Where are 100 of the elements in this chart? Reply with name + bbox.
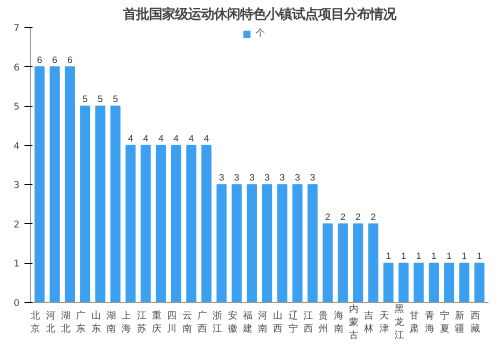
bar	[368, 223, 378, 302]
chart-title: 首批国家级运动休闲特色小镇试点项目分布情况	[122, 6, 397, 22]
y-tick-label: 6	[14, 62, 20, 74]
bar	[216, 184, 227, 302]
y-tick-label: 0	[14, 298, 20, 309]
data-label: 2	[340, 212, 346, 222]
x-tick-label: 辽宁	[288, 310, 298, 335]
legend-label: 个	[256, 27, 266, 40]
data-label: 6	[52, 54, 58, 65]
x-tick-label: 广西	[197, 310, 206, 335]
bar	[110, 106, 120, 302]
data-label: 3	[249, 172, 255, 183]
x-tick-label: 江西	[304, 310, 313, 335]
x-tick-label: 广东	[76, 310, 86, 335]
x-tick-label: 内蒙古	[349, 304, 358, 342]
data-label: 1	[400, 251, 406, 262]
bar	[338, 223, 348, 302]
bar	[398, 262, 409, 302]
data-label: 5	[112, 94, 118, 104]
bar	[353, 223, 364, 302]
data-label: 3	[310, 172, 316, 183]
data-label: 4	[188, 133, 194, 144]
bar	[322, 223, 333, 302]
bar	[80, 106, 90, 302]
bar	[246, 184, 257, 302]
bar	[308, 184, 318, 302]
x-tick-label: 新疆	[455, 310, 464, 335]
x-tick-label: 贵州	[318, 310, 328, 335]
data-label: 4	[158, 133, 164, 144]
data-label: 4	[128, 133, 134, 144]
data-label: 4	[143, 133, 148, 144]
x-tick-label: 云南	[182, 310, 192, 335]
x-tick-label: 黑龙江	[394, 304, 404, 342]
data-label: 4	[173, 133, 179, 144]
data-label: 1	[416, 251, 422, 262]
x-tick-label: 宁夏	[440, 310, 450, 335]
bar	[140, 144, 151, 302]
data-label: 2	[325, 212, 330, 222]
bar	[262, 184, 272, 302]
bar	[383, 262, 394, 302]
data-label: 2	[370, 212, 376, 222]
data-label: 6	[37, 54, 42, 65]
data-label: 2	[355, 212, 361, 222]
x-tick-label: 山东	[91, 310, 100, 335]
x-tick-label: 重庆	[152, 310, 161, 335]
x-tick-label: 北京	[30, 310, 40, 335]
x-tick-label: 湖北	[60, 310, 70, 335]
x-tick-label: 湖南	[106, 310, 116, 335]
x-tick-label: 安徽	[228, 310, 237, 335]
x-tick-label: 海南	[334, 310, 343, 335]
bar	[64, 66, 75, 302]
bar	[186, 144, 196, 302]
bar	[50, 66, 60, 302]
data-label: 3	[264, 172, 270, 183]
data-label: 1	[462, 251, 467, 262]
x-tick-label: 上海	[122, 310, 131, 335]
bar	[232, 184, 242, 302]
data-label: 3	[218, 172, 224, 183]
y-tick-label: 5	[14, 102, 20, 113]
bar	[459, 262, 470, 302]
bar	[126, 144, 136, 302]
x-tick-label: 浙江	[212, 310, 222, 335]
data-label: 1	[476, 251, 482, 262]
y-tick-label: 2	[14, 219, 20, 230]
data-label: 1	[446, 251, 452, 262]
data-label: 4	[204, 133, 210, 144]
x-tick-label: 天津	[379, 310, 388, 335]
bar	[444, 262, 454, 302]
bar	[171, 144, 182, 302]
data-label: 1	[431, 251, 437, 262]
x-tick-label: 河北	[46, 310, 55, 335]
y-tick-label: 4	[14, 140, 20, 152]
x-tick-label: 青海	[424, 310, 434, 335]
data-label: 5	[98, 94, 103, 104]
y-tick-label: 3	[14, 180, 20, 192]
bar	[95, 106, 106, 302]
x-tick-label: 福建	[242, 310, 252, 335]
x-tick-label: 吉林	[363, 310, 374, 335]
y-tick-label: 1	[14, 258, 20, 270]
bar	[34, 66, 45, 302]
bar	[156, 144, 166, 302]
x-tick-label: 山西	[273, 310, 282, 335]
x-tick-label: 西藏	[470, 310, 480, 335]
y-tick-label: 7	[14, 23, 20, 34]
bar	[414, 262, 424, 302]
bar	[292, 184, 302, 302]
x-tick-label: 四川	[167, 310, 176, 335]
x-tick-label: 江苏	[136, 310, 146, 335]
data-label: 1	[386, 251, 392, 262]
data-label: 6	[67, 54, 73, 65]
data-label: 5	[82, 94, 88, 104]
data-label: 3	[234, 172, 240, 183]
data-label: 3	[294, 172, 300, 183]
bar	[428, 262, 439, 302]
x-tick-label: 河南	[258, 310, 268, 335]
data-label: 3	[280, 172, 285, 183]
bar	[201, 144, 212, 302]
bar	[474, 262, 484, 302]
x-tick-label: 甘肃	[410, 310, 419, 335]
bar	[277, 184, 288, 302]
